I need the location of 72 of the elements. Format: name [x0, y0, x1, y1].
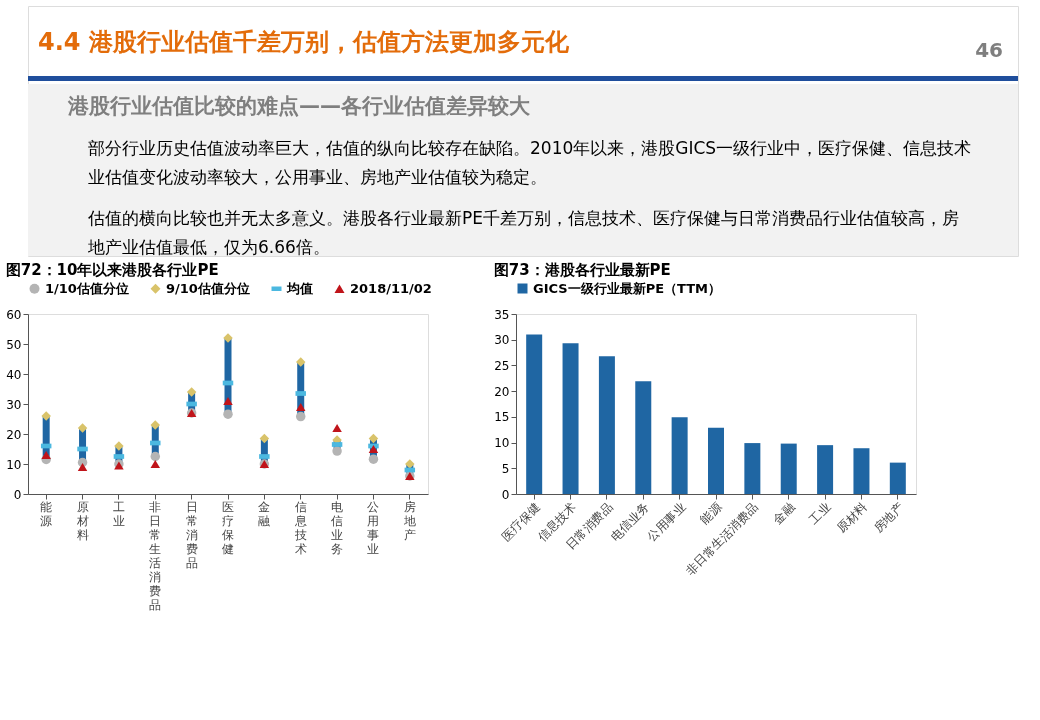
x-tick-label: 金融	[770, 500, 798, 527]
legend-label: 2018/11/02	[350, 280, 432, 296]
x-tick-label: 医疗保健	[222, 499, 234, 556]
x-tick-label: 非日常生活消费品	[149, 499, 162, 612]
point	[150, 459, 161, 469]
x-tick-label: 工业	[806, 500, 834, 527]
bar	[526, 334, 543, 494]
y-tick-label: 20	[494, 384, 510, 399]
x-tick-label: 原材料	[834, 500, 870, 536]
point	[295, 357, 306, 367]
y-tick-label: 25	[494, 358, 510, 373]
point	[259, 433, 270, 444]
bar	[780, 443, 797, 494]
y-tick-label: 35	[494, 307, 510, 322]
point	[223, 396, 233, 406]
point	[295, 411, 306, 422]
bar	[817, 445, 834, 494]
point	[77, 423, 88, 433]
legend-label: 均值	[286, 280, 313, 296]
bar	[562, 343, 579, 494]
y-tick-label: 0	[501, 487, 510, 502]
x-tick-label: 房地产	[402, 499, 416, 542]
text: 46	[975, 38, 1003, 62]
y-tick-label: 60	[6, 307, 22, 322]
bar	[671, 417, 688, 494]
bar	[708, 427, 724, 494]
y-tick-label: 20	[6, 427, 22, 442]
x-tick-label: 公用事业	[367, 499, 380, 556]
point	[150, 420, 161, 430]
bar	[635, 381, 652, 494]
x-tick-label: 信息技术	[293, 499, 307, 556]
x-tick-label: 能源	[697, 500, 725, 527]
point	[295, 402, 306, 412]
point	[186, 387, 197, 397]
text: 估值的横向比较也并无太多意义。港股各行业最新PE千差万别，信息技术、医疗保健与日常消费品行业估值较高，房地产业估值最低，仅为6.66倍。	[87, 208, 959, 257]
bar	[889, 462, 906, 494]
point	[368, 454, 379, 464]
legend-label: GICS一级行业最新PE（TTM）	[533, 280, 722, 296]
bar	[744, 443, 761, 494]
y-tick-label: 0	[13, 487, 22, 502]
x-tick-label: 原材料	[75, 499, 89, 542]
bar	[598, 356, 615, 494]
x-tick-label: 电信业务	[331, 499, 344, 556]
legend-label: 9/10估值分位	[166, 280, 250, 296]
text: 4.4 港股行业估值千差万别，估值方法更加多元化	[38, 28, 570, 56]
y-tick-label: 50	[6, 337, 22, 352]
x-tick-label: 工业	[112, 499, 125, 528]
text: 部分行业历史估值波动率巨大，估值的纵向比较存在缺陷。2010年以来，港股GICS一级行业中，医疗保健、信息技术业估值变化波动率较大，公用事业、房地产业估值较为稳定。	[88, 138, 972, 187]
chart-title: 图73：港股各行业最新PE	[493, 261, 671, 279]
text: 港股行业估值比较的难点——各行业估值差异较大	[67, 94, 531, 118]
chart-title: 图72：10年以来港股各行业PE	[5, 261, 219, 279]
bar	[853, 448, 870, 494]
point	[223, 409, 233, 419]
point	[368, 433, 379, 444]
x-tick-label: 房地产	[870, 500, 907, 536]
y-tick-label: 10	[6, 457, 22, 472]
point	[332, 423, 342, 433]
y-tick-label: 30	[494, 333, 510, 348]
point	[150, 451, 161, 462]
y-tick-label: 15	[494, 410, 510, 425]
y-tick-label: 30	[6, 397, 22, 412]
x-tick-label: 日常消费品	[185, 499, 198, 570]
y-tick-label: 40	[6, 367, 22, 382]
y-tick-label: 10	[494, 436, 510, 451]
point	[77, 462, 88, 472]
point	[41, 450, 51, 460]
point	[368, 444, 379, 454]
point	[332, 446, 342, 456]
y-tick-label: 5	[501, 461, 510, 476]
x-tick-label: 能源	[40, 499, 53, 528]
x-tick-label: 金融	[258, 499, 271, 528]
legend-label: 1/10估值分位	[45, 280, 129, 296]
